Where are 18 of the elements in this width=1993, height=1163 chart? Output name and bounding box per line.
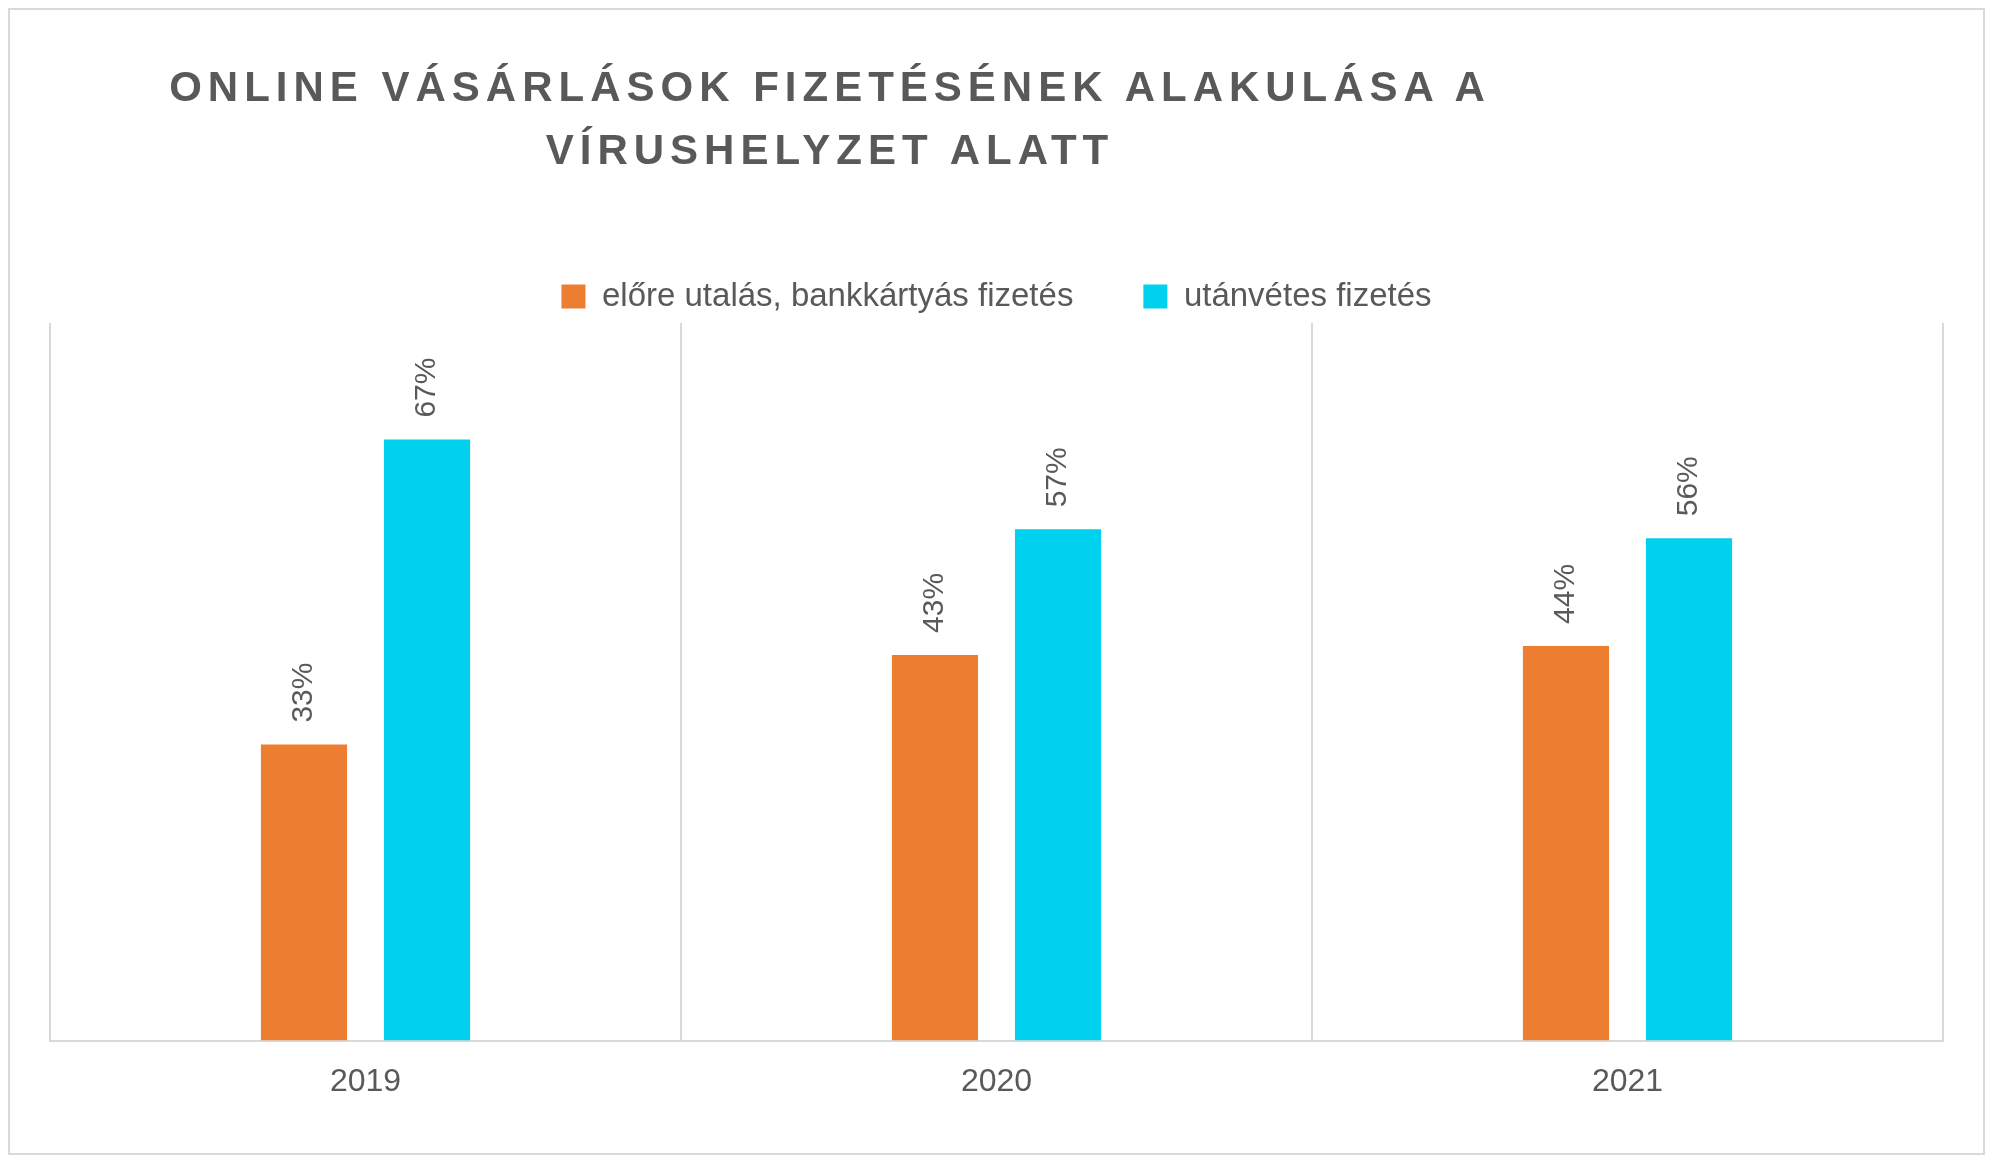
data-label: 57% (1039, 447, 1073, 508)
bar (1014, 529, 1102, 1041)
bar (1522, 645, 1610, 1041)
data-label: 33% (285, 662, 319, 723)
data-label: 43% (916, 572, 950, 633)
bar (1645, 538, 1733, 1041)
legend-label: előre utalás, bankkártyás fizetés (601, 275, 1074, 313)
data-label: 67% (408, 357, 442, 418)
chart-title: ONLINE VÁSÁRLÁSOK FIZETÉSÉNEK ALAKULÁSA A VÍRUSHELYZET ALATT (168, 62, 1492, 175)
x-tick-label: 2019 (329, 1061, 402, 1098)
x-tick-label: 2020 (960, 1061, 1033, 1098)
bar (260, 744, 348, 1041)
bar (383, 439, 471, 1041)
data-label: 44% (1547, 563, 1581, 624)
legend-label: utánvétes fizetés (1183, 275, 1432, 313)
x-tick-label: 2021 (1591, 1061, 1664, 1098)
data-label: 56% (1670, 456, 1704, 517)
bar (891, 654, 979, 1041)
